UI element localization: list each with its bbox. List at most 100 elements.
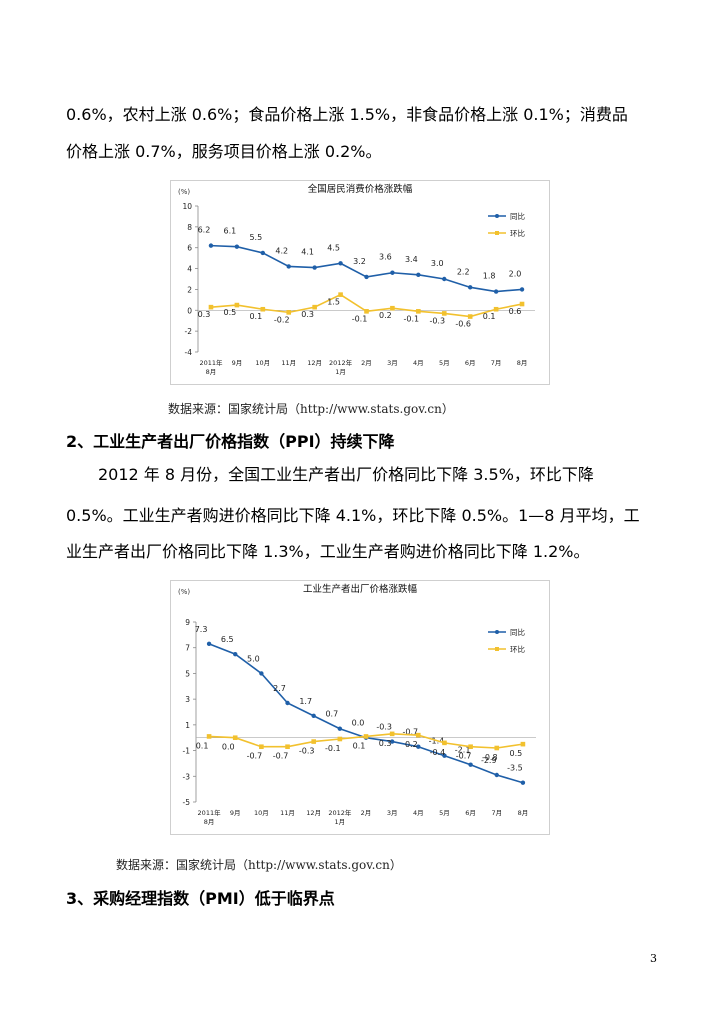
data-label: 4.2 (275, 246, 288, 255)
chart-title: 工业生产者出厂价格涨跌幅 (303, 583, 418, 595)
x-tick-label: 11月 (281, 359, 296, 367)
legend-label: 同比 (510, 627, 525, 637)
paragraph-cpi-line-2: 价格上涨 0.7%，服务项目价格上涨 0.2%。 (66, 142, 382, 161)
paragraph-ppi-line-1: 2012 年 8 月份，全国工业生产者出厂价格同比下降 3.5%，环比下降 (98, 465, 594, 484)
data-label: 0.1 (249, 312, 262, 321)
data-point (442, 276, 447, 282)
data-point (337, 736, 343, 742)
y-tick-label: 2 (187, 285, 192, 294)
data-point (416, 744, 421, 749)
data-point (338, 261, 343, 266)
data-label: 3.6 (379, 253, 392, 262)
data-point (416, 272, 421, 278)
data-point (234, 302, 240, 308)
data-label: 6.2 (198, 226, 211, 235)
data-label: 1.8 (483, 272, 496, 281)
data-label: 3.2 (353, 257, 366, 266)
y-tick-label: -5 (183, 798, 191, 807)
data-label: -2.1 (455, 746, 471, 755)
data-point (233, 651, 238, 657)
x-tick-label: 10月 (254, 809, 269, 817)
data-point (312, 265, 317, 270)
data-label: -0.3 (429, 316, 445, 325)
ppi-source-note: 数据来源：国家统计局（http://www.stats.gov.cn） (116, 858, 402, 872)
data-label: -0.1 (325, 744, 341, 753)
data-point (493, 306, 499, 312)
data-point (416, 732, 421, 738)
data-label: 0.2 (405, 740, 418, 749)
x-tick-label: 5月 (439, 809, 450, 817)
data-label: 0.2 (379, 311, 392, 320)
x-tick-label: 7月 (491, 809, 502, 817)
paragraph-cpi-line-1: 0.6%，农村上涨 0.6%；食品价格上涨 1.5%，非食品价格上涨 0.1%；… (66, 105, 628, 124)
legend-marker (495, 231, 499, 235)
x-tick-label: 8月 (518, 809, 529, 817)
data-label: 2.7 (273, 684, 286, 693)
data-point (494, 772, 499, 778)
y-tick-label: 1 (185, 721, 190, 730)
data-label: 0.6 (509, 307, 522, 316)
cpi-source-note: 数据来源：国家统计局（http://www.stats.gov.cn） (168, 402, 454, 416)
x-tick-label: 3月 (387, 359, 398, 367)
paragraph-ppi-line-2: 0.5%。工业生产者购进价格同比下降 4.1%，环比下降 0.5%。1—8 月平… (66, 506, 640, 525)
data-label: -0.3 (299, 747, 315, 756)
data-point (390, 305, 395, 311)
y-tick-label: 0 (187, 306, 192, 315)
data-point (416, 309, 421, 314)
data-label: -2.9 (481, 756, 497, 765)
data-label: 0.3 (301, 310, 314, 319)
x-tick-label: 11月 (280, 809, 295, 817)
data-point (234, 244, 240, 249)
data-point (364, 274, 369, 280)
data-point (441, 311, 447, 316)
data-point (285, 744, 290, 750)
data-label: -0.6 (455, 320, 471, 329)
data-label: -0.3 (376, 723, 392, 732)
y-tick-label: 10 (182, 202, 192, 211)
y-tick-label: 3 (185, 695, 190, 704)
data-label: 0.5 (224, 308, 237, 317)
x-tick-label: 7月 (491, 359, 502, 367)
data-point (259, 671, 264, 676)
data-point (468, 744, 473, 750)
data-point (389, 731, 395, 737)
data-label: 0.7 (325, 710, 338, 719)
legend-marker (495, 630, 499, 634)
data-point (442, 753, 447, 758)
data-label: 6.1 (224, 227, 237, 236)
data-label: 3.0 (431, 259, 444, 268)
x-tick-label: 6月 (465, 809, 476, 817)
data-point (467, 314, 473, 319)
x-tick-label: 2012年 (328, 808, 352, 817)
data-label: -0.7 (456, 752, 472, 761)
data-point (494, 745, 500, 751)
data-point (312, 304, 317, 310)
data-point (260, 250, 266, 256)
chart-frame (170, 580, 550, 835)
data-point (519, 287, 525, 292)
y-tick-label: -4 (185, 348, 193, 357)
legend-label: 同比 (510, 211, 525, 221)
data-label: 0.5 (510, 749, 523, 758)
data-label: 0.1 (483, 312, 496, 321)
data-label: 0.0 (222, 743, 235, 752)
data-point (337, 726, 343, 731)
y-tick-label: 6 (187, 244, 192, 253)
data-point (208, 243, 214, 248)
data-label: -0.1 (352, 314, 368, 323)
section-heading-ppi: 2、工业生产者出厂价格指数（PPI）持续下降 (66, 432, 395, 451)
data-point (286, 310, 292, 315)
data-point (390, 270, 395, 275)
data-point (520, 741, 526, 747)
legend-label: 环比 (510, 228, 525, 238)
y-tick-label: 8 (187, 223, 192, 232)
data-label: 7.3 (195, 625, 208, 634)
data-point (208, 304, 214, 310)
data-point (260, 306, 266, 312)
data-point (493, 289, 499, 294)
y-tick-label: -2 (185, 327, 193, 336)
x-tick-label: 10月 (255, 359, 270, 367)
data-point (442, 740, 447, 746)
y-tick-label: -3 (183, 772, 191, 781)
x-tick-label: 12月 (307, 359, 322, 367)
